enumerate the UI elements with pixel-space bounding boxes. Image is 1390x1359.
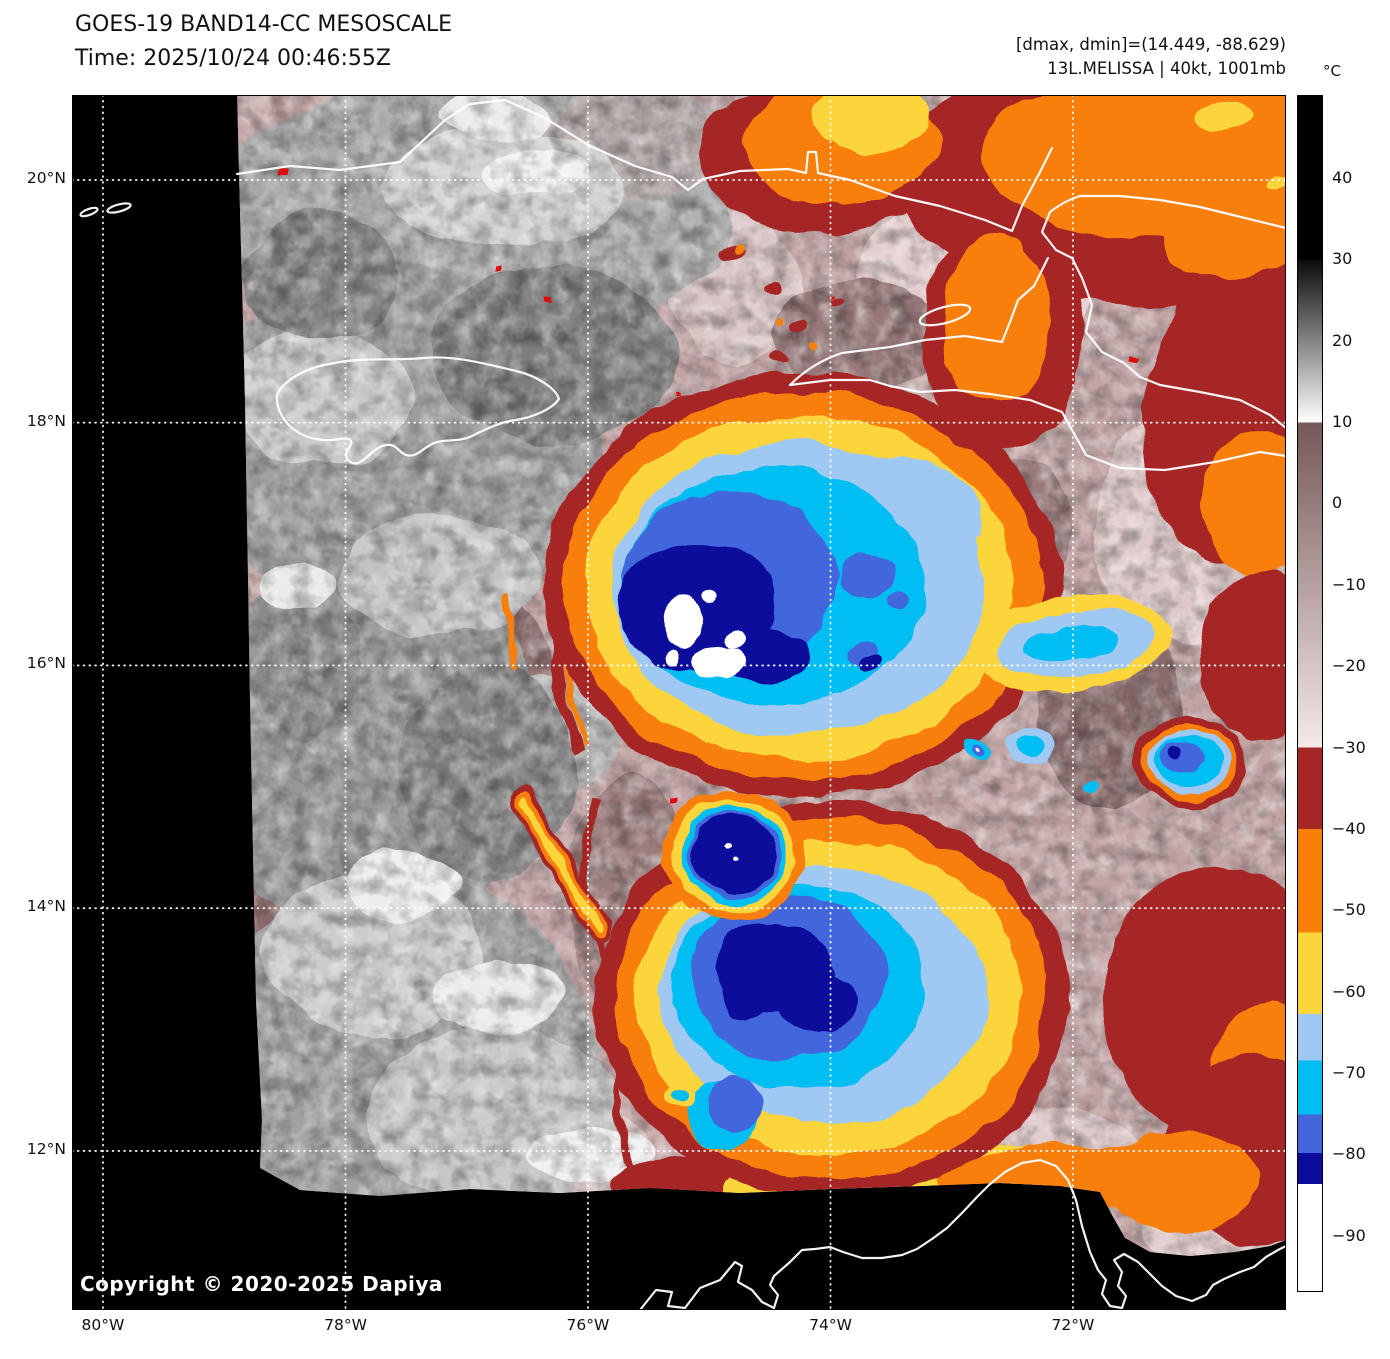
coastline-jamaica [275,356,561,465]
storm-southern-mass [594,791,1070,1198]
colorbar-tick-label: −10 [1332,574,1366,594]
storm-main-cdo [544,373,1174,797]
colorbar-tick-label: 10 [1332,412,1353,432]
satellite-map [71,94,1288,1312]
colorbar-tick-label: −40 [1332,818,1366,838]
warm-cloud-bands [277,95,1286,1245]
coastline-tiburon-peninsula [788,256,1050,387]
page-title: GOES-19 BAND14-CC MESOSCALE [75,12,453,37]
header-right: [dmax, dmin]=(14.449, -88.629) 13L.MELIS… [1016,33,1286,81]
satellite-image [71,94,1288,1312]
colorbar-tick-label: 20 [1332,330,1353,350]
coastline-cuba [235,98,1054,233]
colorbar-tick-label: −30 [1332,737,1366,757]
lon-tick-label: 76°W [566,1316,610,1334]
colorbar-tick-label: −50 [1332,900,1366,920]
copyright-watermark: Copyright © 2020-2025 Dapiya [80,1272,443,1296]
lon-tick-label: 80°W [81,1316,125,1334]
colorbar-tick-label: 40 [1332,168,1353,187]
colorbar-tick-label: −80 [1332,1144,1366,1164]
coastlines [79,98,1288,1312]
colorbar-tick-label: 0 [1332,493,1343,513]
colorbar-tick-label: 30 [1332,249,1353,269]
dmax-dmin-readout: [dmax, dmin]=(14.449, -88.629) [1016,35,1286,54]
colorbar-tick-label: −70 [1332,1063,1366,1083]
colorbar-tick-label: −60 [1332,981,1366,1001]
lat-tick-label: 18°N [26,411,66,430]
lon-tick-label: 72°W [1051,1316,1095,1334]
coastline-gonave-island [918,303,972,327]
colorbar-tick-label: −90 [1332,1225,1366,1245]
gridlines [71,94,1287,1311]
lat-tick-label: 14°N [26,897,66,916]
coastline-cayman-2 [106,202,132,214]
coastline-hispaniola-north [1048,194,1288,230]
lon-tick-label: 74°W [809,1316,852,1334]
data-region [237,95,1286,1256]
small-cold-cells [965,717,1248,807]
lat-tick-label: 20°N [26,169,66,188]
colorbar-tick-label: −20 [1332,656,1366,676]
coastline-south-america [638,1158,1288,1312]
coastline-hispaniola-south [788,378,1288,472]
coastline-cayman-1 [79,206,99,218]
colorbar-unit-label: °C [1323,62,1341,80]
lat-tick-label: 12°N [26,1139,66,1158]
storm-info: 13L.MELISSA | 40kt, 1001mb [1047,59,1286,78]
map-border [72,95,1286,1310]
colorbar [1297,95,1323,1292]
lon-tick-label: 78°W [324,1316,367,1334]
lat-tick-label: 16°N [26,654,66,673]
timestamp: Time: 2025/10/24 00:46:55Z [75,46,391,71]
coastline-hispaniola-west [1040,210,1288,430]
